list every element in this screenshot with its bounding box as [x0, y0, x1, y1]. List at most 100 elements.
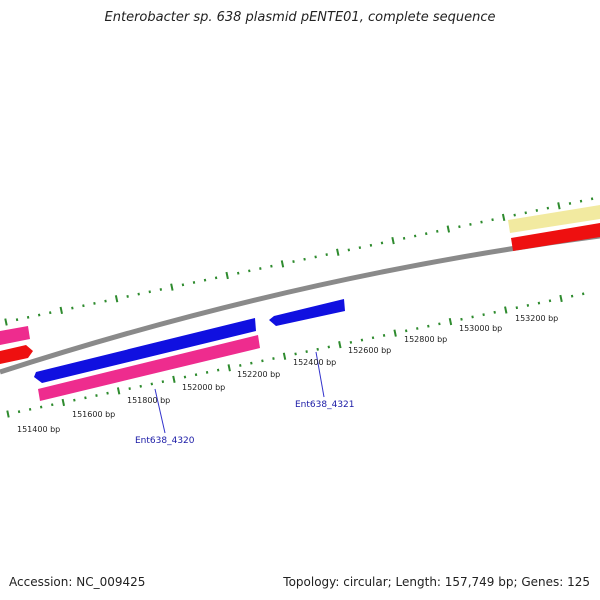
minor-tick [104, 299, 107, 303]
tick-labels: 151400 bp 151600 bp 151800 bp 152000 bp … [17, 314, 558, 434]
minor-tick [181, 283, 185, 287]
inner-tick-row [6, 292, 585, 418]
major-tick [391, 237, 395, 245]
gene-label-line-4320 [154, 388, 166, 434]
minor-tick [524, 211, 527, 215]
minor-tick [216, 368, 220, 372]
backbone [0, 233, 600, 375]
minor-tick [314, 255, 317, 259]
minor-tick [236, 271, 240, 275]
gene-pink-left[interactable] [0, 326, 30, 345]
minor-tick [39, 405, 43, 409]
minor-tick [427, 324, 430, 328]
minor-tick [93, 301, 96, 305]
map-title: Enterobacter sp. 638 plasmid pENTE01, co… [104, 10, 496, 25]
major-tick [282, 352, 287, 360]
minor-tick [294, 352, 297, 356]
gene-label-line-4321 [315, 351, 325, 398]
minor-tick [438, 322, 441, 326]
major-tick [446, 225, 451, 233]
minor-tick [537, 301, 541, 305]
minor-tick [51, 403, 54, 407]
minor-tick [270, 264, 273, 268]
minor-tick [95, 394, 98, 397]
minor-tick [248, 269, 251, 273]
major-tick [225, 271, 229, 280]
minor-tick [192, 281, 196, 284]
minor-tick [37, 313, 41, 317]
major-tick [559, 294, 563, 303]
gene-ent638-4320-pink[interactable] [38, 335, 260, 401]
minor-tick [413, 234, 417, 238]
gene-red-right[interactable] [511, 223, 600, 251]
minor-tick [526, 303, 530, 307]
minor-tick [347, 248, 351, 252]
minor-tick [469, 222, 472, 226]
tick-label: 151800 bp [127, 396, 170, 405]
tick-label: 152600 bp [348, 346, 391, 355]
major-tick [501, 213, 506, 222]
major-tick [338, 341, 342, 349]
major-tick [170, 283, 174, 291]
gene-ent638-4321-blue[interactable] [269, 299, 345, 326]
minor-tick [17, 410, 21, 414]
minor-tick [139, 384, 142, 388]
major-tick [448, 317, 453, 326]
minor-tick [458, 225, 461, 229]
minor-tick [369, 243, 373, 247]
minor-tick [84, 396, 87, 400]
minor-tick [205, 370, 209, 374]
major-tick [59, 306, 63, 315]
tick-label: 152800 bp [404, 335, 447, 344]
minor-tick [150, 382, 154, 386]
major-tick [116, 387, 121, 395]
minor-tick [493, 310, 496, 314]
minor-tick [250, 361, 253, 365]
minor-tick [239, 364, 242, 367]
minor-tick [15, 318, 19, 322]
major-tick [61, 398, 66, 407]
minor-tick [28, 407, 32, 411]
minor-tick [73, 398, 76, 402]
minor-tick [513, 213, 516, 217]
major-tick [336, 248, 340, 256]
major-tick [557, 202, 561, 210]
minor-tick [546, 206, 550, 210]
tick-label: 153000 bp [459, 324, 502, 333]
tick-label: 151400 bp [17, 425, 60, 434]
minor-tick [259, 267, 262, 270]
accession-text: Accession: NC_009425 [9, 575, 146, 589]
minor-tick [71, 306, 74, 310]
gene-ent638-4320-blue[interactable] [34, 318, 256, 383]
minor-tick [82, 304, 85, 308]
major-tick [280, 260, 285, 268]
minor-tick [380, 241, 384, 245]
minor-tick [292, 260, 295, 264]
major-tick [504, 306, 508, 314]
gene-red-left[interactable] [0, 345, 33, 364]
minor-tick [26, 315, 30, 319]
gene-yellow-right[interactable] [508, 205, 600, 233]
minor-tick [515, 306, 519, 310]
minor-tick [581, 292, 585, 296]
tick-label: 151600 bp [72, 410, 115, 419]
minor-tick [106, 391, 109, 395]
major-tick [172, 375, 176, 383]
gene-features [0, 205, 600, 401]
minor-tick [382, 334, 386, 337]
gene-label-ent638-4321[interactable]: Ent638_4321 [295, 400, 355, 410]
tick-label: 152400 bp [293, 358, 336, 367]
minor-tick [568, 202, 572, 205]
minor-tick [305, 350, 308, 354]
outer-tick-row [4, 197, 594, 326]
minor-tick [416, 327, 419, 330]
minor-tick [349, 340, 353, 344]
major-tick [6, 410, 10, 418]
tick-label: 152200 bp [237, 370, 280, 379]
gene-label-ent638-4320[interactable]: Ent638_4320 [135, 436, 195, 446]
minor-tick [161, 380, 165, 384]
minor-tick [480, 220, 483, 224]
sequence-summary: Topology: circular; Length: 157,749 bp; … [283, 575, 590, 589]
major-tick [393, 329, 397, 337]
minor-tick [424, 232, 428, 236]
